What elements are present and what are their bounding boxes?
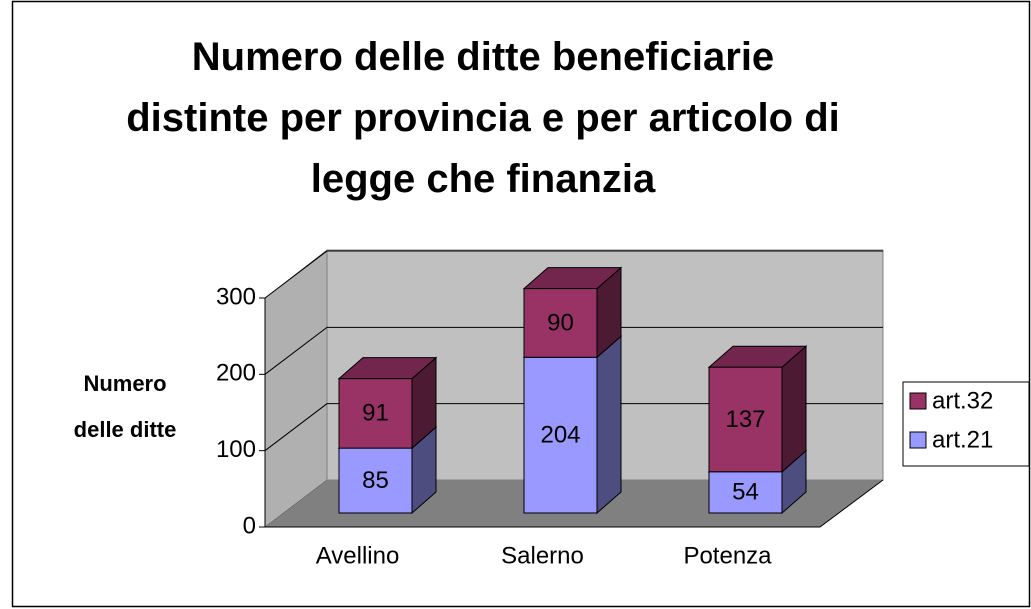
chart-title: Numero delle ditte beneficiarie distinte… [126, 35, 840, 201]
x-axis [265, 479, 884, 528]
legend-swatch [909, 392, 927, 410]
data-label: 54 [732, 479, 759, 506]
legend-label: art.21 [932, 426, 993, 453]
grid-line [264, 326, 883, 375]
y-tick-label: 0 [243, 512, 256, 539]
y-tick-label: 300 [216, 283, 256, 310]
bar-side [781, 345, 807, 473]
data-label: 137 [725, 406, 765, 433]
x-tick-label: Potenza [683, 542, 772, 569]
grid-line [264, 403, 883, 452]
bar [338, 378, 413, 449]
grid-line [264, 250, 883, 299]
bar [338, 447, 413, 514]
x-tick-label: Salerno [501, 542, 584, 569]
data-label: 91 [362, 400, 389, 427]
bar [708, 471, 783, 514]
y-tick-label: 200 [216, 360, 256, 387]
bar [523, 288, 598, 358]
data-label: 90 [547, 309, 574, 336]
data-label: 204 [540, 421, 580, 448]
legend-label: art.32 [932, 387, 993, 414]
bar [523, 356, 598, 514]
x-tick-label: Avellino [316, 542, 400, 569]
bar-side [596, 335, 622, 515]
y-tick-label: 100 [216, 436, 256, 463]
grid [264, 250, 883, 452]
bar [708, 366, 783, 473]
data-label: 85 [362, 467, 389, 494]
y-axis-label: Numero delle ditte [73, 371, 177, 442]
legend-swatch [909, 431, 927, 449]
